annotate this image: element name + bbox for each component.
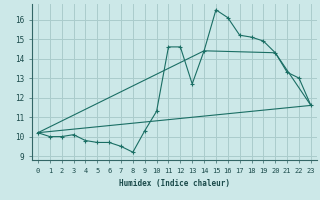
X-axis label: Humidex (Indice chaleur): Humidex (Indice chaleur) (119, 179, 230, 188)
